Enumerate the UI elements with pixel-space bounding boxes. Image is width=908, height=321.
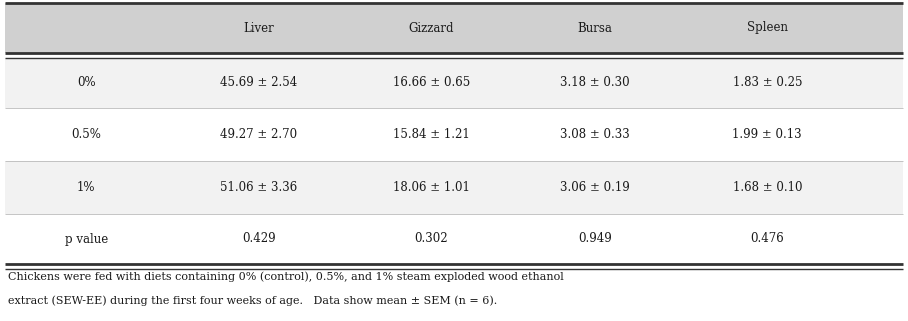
Text: 0.5%: 0.5% — [72, 128, 101, 141]
Text: 0.949: 0.949 — [577, 232, 612, 246]
Text: 1%: 1% — [77, 181, 95, 194]
Text: 0%: 0% — [77, 76, 95, 90]
Text: 0.476: 0.476 — [750, 232, 785, 246]
Text: 18.06 ± 1.01: 18.06 ± 1.01 — [393, 181, 469, 194]
Text: 45.69 ± 2.54: 45.69 ± 2.54 — [220, 76, 298, 90]
Text: 1.83 ± 0.25: 1.83 ± 0.25 — [733, 76, 802, 90]
Text: 0.429: 0.429 — [242, 232, 276, 246]
Bar — [5, 108, 903, 161]
Text: 3.08 ± 0.33: 3.08 ± 0.33 — [560, 128, 629, 141]
Bar — [5, 3, 903, 53]
Text: Chickens were fed with diets containing 0% (control), 0.5%, and 1% steam explode: Chickens were fed with diets containing … — [8, 271, 564, 282]
Text: 15.84 ± 1.21: 15.84 ± 1.21 — [393, 128, 469, 141]
Text: 3.18 ± 0.30: 3.18 ± 0.30 — [560, 76, 629, 90]
Text: 3.06 ± 0.19: 3.06 ± 0.19 — [560, 181, 629, 194]
Bar — [5, 161, 903, 214]
Text: Spleen: Spleen — [746, 22, 788, 34]
Text: 49.27 ± 2.70: 49.27 ± 2.70 — [221, 128, 297, 141]
Text: 1.68 ± 0.10: 1.68 ± 0.10 — [733, 181, 802, 194]
Text: Liver: Liver — [243, 22, 274, 34]
Text: extract (SEW-EE) during the first four weeks of age.   Data show mean ± SEM (n =: extract (SEW-EE) during the first four w… — [8, 295, 498, 306]
Text: 0.302: 0.302 — [414, 232, 449, 246]
Text: 51.06 ± 3.36: 51.06 ± 3.36 — [220, 181, 298, 194]
Text: 1.99 ± 0.13: 1.99 ± 0.13 — [733, 128, 802, 141]
Text: Bursa: Bursa — [577, 22, 612, 34]
Bar — [5, 214, 903, 264]
Text: p value: p value — [64, 232, 108, 246]
Text: 16.66 ± 0.65: 16.66 ± 0.65 — [392, 76, 470, 90]
Text: Gizzard: Gizzard — [409, 22, 454, 34]
Bar — [5, 58, 903, 108]
